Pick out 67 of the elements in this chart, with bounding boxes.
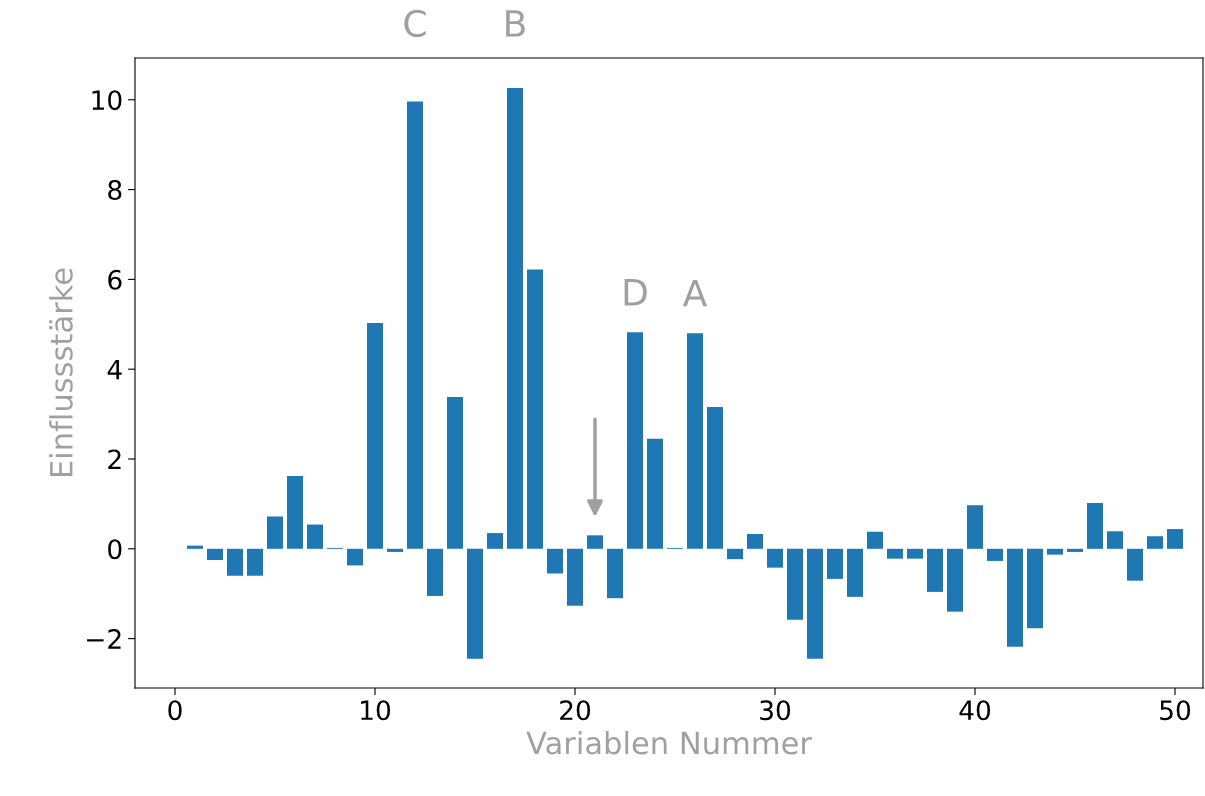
bar <box>487 533 503 549</box>
bar <box>1127 548 1143 581</box>
y-tick-label: 0 <box>108 539 122 560</box>
bar <box>887 548 903 559</box>
x-tick-label: 0 <box>168 700 182 721</box>
bar <box>547 548 563 574</box>
annotation: C <box>404 9 426 38</box>
bar <box>1007 548 1023 647</box>
bar <box>927 548 943 592</box>
bar <box>727 548 743 560</box>
bar <box>407 101 423 549</box>
bar <box>1067 548 1083 552</box>
bar <box>587 535 603 549</box>
y-axis-title: Einflussstärke <box>49 268 73 477</box>
bar <box>507 88 523 549</box>
bar <box>687 333 703 549</box>
y-tick-label: −2 <box>87 629 121 649</box>
bar <box>907 548 923 559</box>
bar <box>807 548 823 659</box>
bar <box>267 516 283 549</box>
x-tick-label: 10 <box>361 700 391 721</box>
bar <box>307 524 323 549</box>
bar <box>827 548 843 579</box>
bar <box>627 332 643 549</box>
y-tick-label: 8 <box>108 180 122 200</box>
y-tick-label: 10 <box>92 90 122 111</box>
bar <box>527 269 543 549</box>
bar <box>987 548 1003 561</box>
bar <box>967 505 983 549</box>
annotation: B <box>506 10 525 37</box>
bar <box>1087 503 1103 549</box>
bar <box>1107 531 1123 549</box>
bar <box>867 531 883 549</box>
bar <box>1147 536 1163 549</box>
x-tick-label: 40 <box>959 700 991 721</box>
annotation: A <box>682 279 708 307</box>
y-tick-label: 4 <box>107 359 122 380</box>
bar <box>467 548 483 659</box>
bar <box>647 438 663 549</box>
bar <box>247 548 263 576</box>
bar <box>607 548 623 599</box>
bar <box>947 548 963 612</box>
bar <box>707 406 723 549</box>
bar <box>447 397 463 549</box>
bar <box>1027 548 1043 629</box>
bar <box>847 548 863 597</box>
x-tick-label: 50 <box>1160 700 1191 721</box>
bar <box>787 548 803 620</box>
y-tick-label: 2 <box>108 449 121 470</box>
bar <box>1047 548 1063 555</box>
x-tick-label: 30 <box>760 700 791 721</box>
bar <box>1167 529 1183 549</box>
y-tick-label: 6 <box>108 269 122 290</box>
bar <box>187 545 203 549</box>
bar <box>347 548 363 566</box>
bar <box>387 548 403 552</box>
x-axis-title: Variablen Nummer <box>526 730 812 755</box>
bar <box>367 322 383 549</box>
bar <box>287 476 303 549</box>
annotation: D <box>624 279 647 306</box>
bar <box>767 548 783 568</box>
bar <box>227 548 243 576</box>
bar <box>747 533 763 549</box>
bar <box>427 548 443 596</box>
x-tick-label: 20 <box>560 700 591 721</box>
bar <box>207 548 223 561</box>
bar <box>567 548 583 606</box>
